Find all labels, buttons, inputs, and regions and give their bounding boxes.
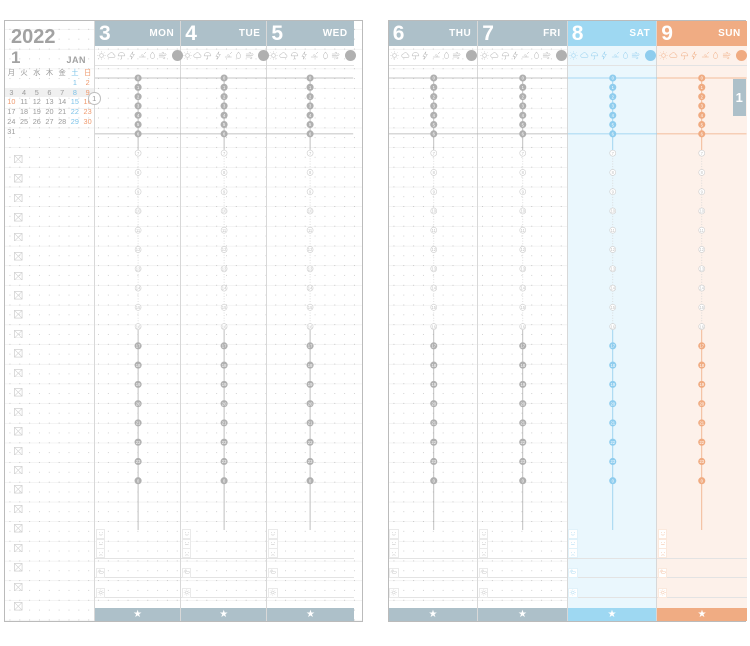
svg-text:12: 12 [521,247,526,252]
svg-text:16: 16 [136,324,141,329]
svg-text:23: 23 [308,459,313,464]
svg-text:19: 19 [610,382,615,387]
svg-text:16: 16 [521,324,526,329]
svg-text:23: 23 [610,459,615,464]
svg-text:22: 22 [222,440,227,445]
svg-text:20: 20 [700,401,705,406]
svg-text:18: 18 [431,363,436,368]
svg-text:17: 17 [136,344,141,349]
svg-text:14: 14 [431,286,436,291]
svg-text:18: 18 [521,363,526,368]
svg-text:17: 17 [700,344,705,349]
svg-text:19: 19 [521,382,526,387]
svg-text:17: 17 [610,344,615,349]
svg-text:20: 20 [610,401,615,406]
svg-text:12: 12 [610,247,615,252]
svg-text:12: 12 [308,247,313,252]
svg-text:14: 14 [222,286,227,291]
svg-text:22: 22 [521,440,526,445]
svg-text:19: 19 [222,382,227,387]
svg-text:22: 22 [431,440,436,445]
svg-text:19: 19 [431,382,436,387]
svg-text:20: 20 [431,401,436,406]
svg-text:16: 16 [222,324,227,329]
svg-text:18: 18 [308,363,313,368]
svg-text:13: 13 [308,266,313,271]
svg-text:10: 10 [222,209,227,214]
svg-text:22: 22 [136,440,141,445]
svg-text:11: 11 [308,228,313,233]
svg-text:16: 16 [431,324,436,329]
svg-text:17: 17 [308,344,313,349]
svg-text:11: 11 [136,228,141,233]
svg-text:19: 19 [700,382,705,387]
svg-text:21: 21 [222,421,227,426]
svg-text:12: 12 [431,247,436,252]
svg-text:21: 21 [431,421,436,426]
svg-text:16: 16 [308,324,313,329]
svg-text:15: 15 [700,305,705,310]
svg-text:21: 21 [610,421,615,426]
svg-text:18: 18 [136,363,141,368]
svg-text:23: 23 [431,459,436,464]
svg-text:11: 11 [431,228,436,233]
svg-text:17: 17 [521,344,526,349]
svg-text:15: 15 [308,305,313,310]
svg-text:22: 22 [700,440,705,445]
svg-text:13: 13 [431,266,436,271]
svg-text:10: 10 [308,209,313,214]
svg-text:21: 21 [308,421,313,426]
svg-text:11: 11 [610,228,615,233]
svg-text:13: 13 [136,266,141,271]
svg-text:14: 14 [610,286,615,291]
svg-text:20: 20 [308,401,313,406]
svg-text:17: 17 [222,344,227,349]
svg-text:10: 10 [610,209,615,214]
svg-text:18: 18 [700,363,705,368]
svg-text:14: 14 [136,286,141,291]
svg-text:21: 21 [521,421,526,426]
svg-text:15: 15 [136,305,141,310]
svg-text:14: 14 [521,286,526,291]
svg-text:20: 20 [136,401,141,406]
svg-text:10: 10 [136,209,141,214]
svg-text:19: 19 [308,382,313,387]
svg-text:15: 15 [222,305,227,310]
svg-text:15: 15 [610,305,615,310]
svg-text:22: 22 [610,440,615,445]
svg-text:21: 21 [136,421,141,426]
svg-text:10: 10 [431,209,436,214]
svg-text:16: 16 [700,324,705,329]
svg-text:14: 14 [700,286,705,291]
svg-text:10: 10 [521,209,526,214]
svg-text:18: 18 [222,363,227,368]
svg-text:13: 13 [610,266,615,271]
svg-text:12: 12 [222,247,227,252]
svg-text:21: 21 [700,421,705,426]
svg-text:15: 15 [521,305,526,310]
svg-text:23: 23 [222,459,227,464]
svg-text:17: 17 [431,344,436,349]
svg-text:23: 23 [700,459,705,464]
svg-text:13: 13 [222,266,227,271]
svg-text:20: 20 [521,401,526,406]
svg-text:22: 22 [308,440,313,445]
svg-text:23: 23 [136,459,141,464]
svg-text:11: 11 [222,228,227,233]
svg-text:16: 16 [610,324,615,329]
svg-text:11: 11 [700,228,705,233]
svg-text:13: 13 [700,266,705,271]
svg-text:19: 19 [136,382,141,387]
svg-text:11: 11 [521,228,526,233]
svg-text:12: 12 [700,247,705,252]
svg-text:18: 18 [610,363,615,368]
svg-text:20: 20 [222,401,227,406]
svg-text:23: 23 [521,459,526,464]
svg-text:12: 12 [136,247,141,252]
svg-text:10: 10 [700,209,705,214]
svg-text:15: 15 [431,305,436,310]
svg-text:13: 13 [521,266,526,271]
svg-text:14: 14 [308,286,313,291]
